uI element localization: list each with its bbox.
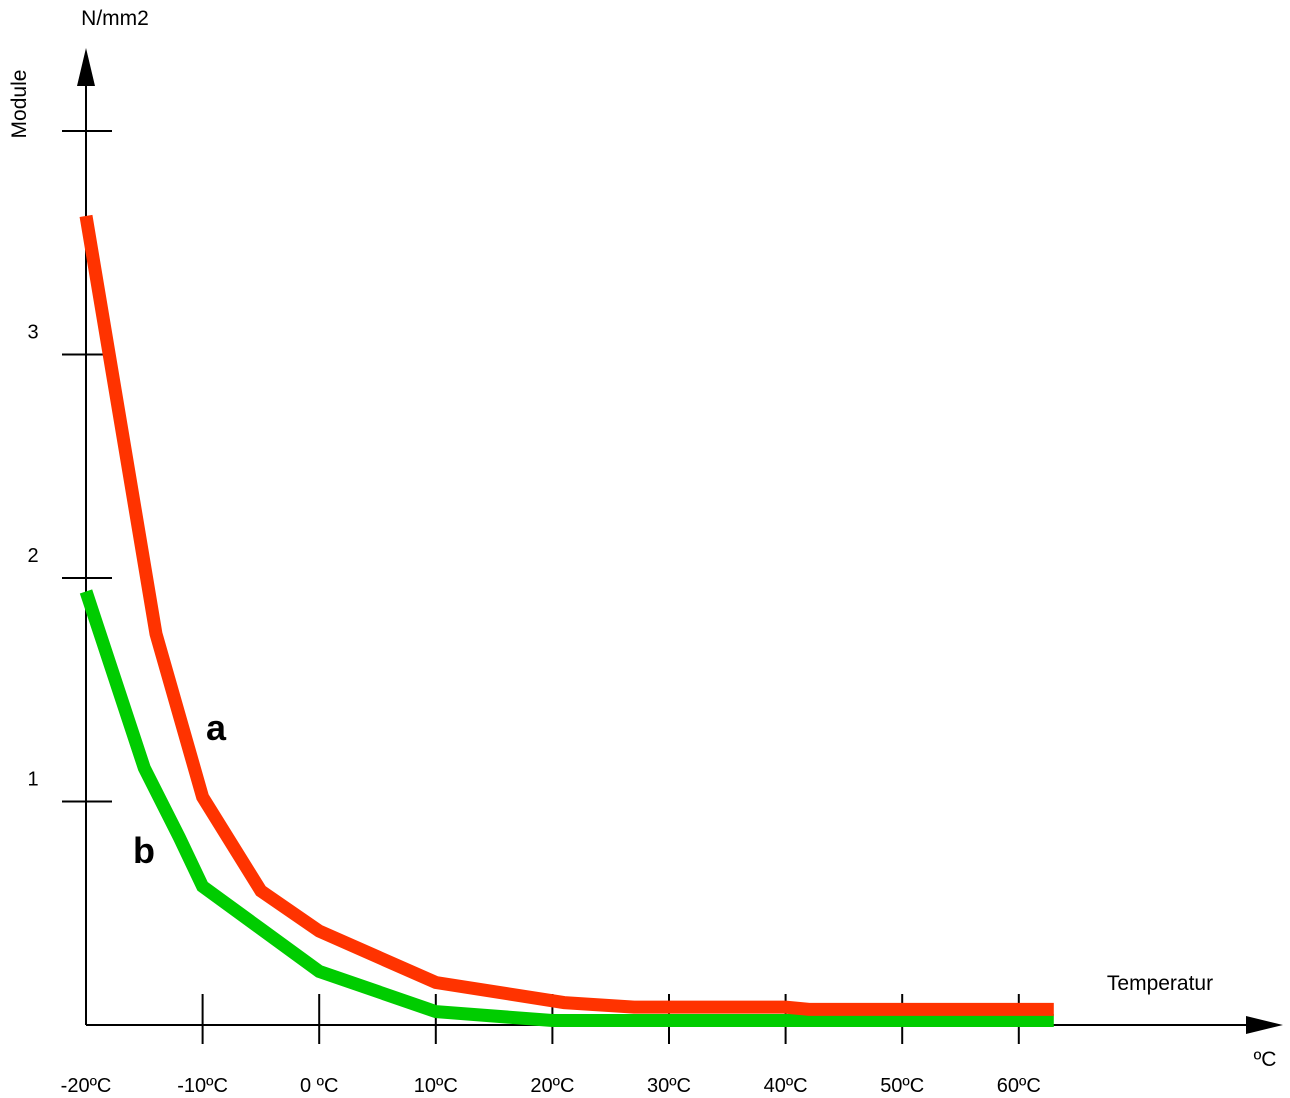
y-axis-arrowhead bbox=[77, 48, 95, 86]
y-axis-unit: N/mm2 bbox=[81, 7, 149, 30]
x-axis-ticks: -20ºC -10ºC 0 ºC 10ºC 20ºC 30ºC 40ºC 50ºC 60ºC bbox=[61, 994, 1041, 1097]
y-tick-label: 1 bbox=[27, 769, 38, 791]
series-lines bbox=[79, 214, 1054, 1027]
y-tick-label: 2 bbox=[27, 545, 38, 567]
y-tick-label: 3 bbox=[27, 322, 38, 344]
x-axis-unit: ºC bbox=[1254, 1048, 1277, 1071]
x-tick-label: 50ºC bbox=[880, 1075, 924, 1097]
x-tick-label: 0 ºC bbox=[300, 1075, 338, 1097]
x-axis-arrowhead bbox=[1246, 1016, 1283, 1034]
x-tick-label: 30ºC bbox=[647, 1075, 691, 1097]
y-axis-ticks: 1 2 3 bbox=[27, 130, 112, 803]
x-tick-label: 40ºC bbox=[764, 1075, 808, 1097]
x-tick-label: -20ºC bbox=[61, 1075, 112, 1097]
x-axis-title: Temperatur bbox=[1107, 972, 1213, 995]
x-tick-label: 60ºC bbox=[997, 1075, 1041, 1097]
x-tick-label: -10ºC bbox=[177, 1075, 228, 1097]
x-tick-label: 10ºC bbox=[414, 1075, 458, 1097]
series-a-label: a bbox=[206, 707, 227, 748]
series-a-line bbox=[79, 214, 1054, 1016]
x-tick-label: 20ºC bbox=[530, 1075, 574, 1097]
series-b-label: b bbox=[133, 830, 155, 871]
series-b-line bbox=[79, 589, 1054, 1027]
y-axis-title: Module bbox=[8, 70, 31, 139]
